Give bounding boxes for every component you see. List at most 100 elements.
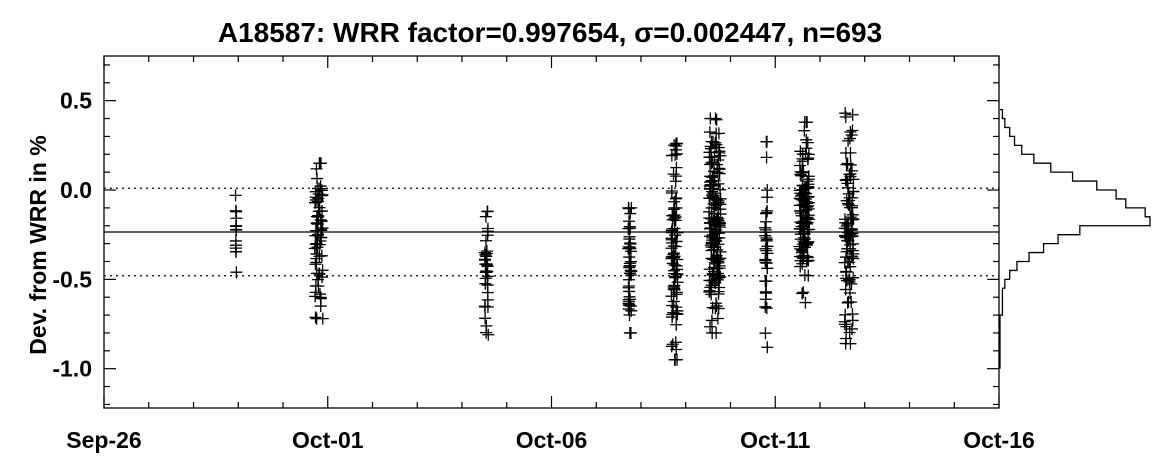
data-point (670, 235, 683, 248)
data-point (708, 253, 721, 266)
data-point (759, 327, 772, 340)
data-point (705, 279, 718, 292)
data-point (230, 245, 243, 258)
data-point (794, 228, 807, 241)
data-point (665, 340, 678, 353)
data-point (761, 341, 774, 354)
data-point (800, 142, 813, 155)
data-point (670, 161, 683, 174)
data-point (310, 267, 323, 280)
data-point (841, 222, 854, 235)
data-point (840, 194, 853, 207)
data-point (839, 251, 852, 264)
data-point (713, 167, 726, 180)
data-point (710, 326, 723, 339)
data-point (703, 126, 716, 139)
data-point (798, 269, 811, 282)
data-point (844, 167, 857, 180)
data-point (847, 252, 860, 265)
data-point (669, 148, 682, 161)
data-point (624, 207, 637, 220)
data-point (796, 287, 809, 300)
data-point (312, 205, 325, 218)
data-point (846, 124, 859, 137)
data-point (843, 275, 856, 288)
data-point (665, 187, 678, 200)
data-point (794, 168, 807, 181)
data-point (480, 319, 493, 332)
data-point (846, 308, 859, 321)
data-point (801, 136, 814, 149)
data-point (799, 213, 812, 226)
data-point (800, 181, 813, 194)
data-point (309, 258, 322, 271)
data-point (798, 124, 811, 137)
data-point (801, 175, 814, 188)
data-point (481, 205, 494, 218)
data-point (671, 353, 684, 366)
data-point (793, 205, 806, 218)
data-point (479, 312, 492, 325)
data-point (670, 137, 683, 150)
data-point (802, 148, 815, 161)
chart-title: A18587: WRR factor=0.997654, σ=0.002447,… (218, 17, 882, 48)
data-point (623, 326, 636, 339)
data-point (229, 189, 242, 202)
data-point (482, 328, 495, 341)
data-point (315, 249, 328, 262)
y-tick-label: -0.5 (52, 266, 92, 292)
data-point (313, 157, 326, 170)
data-point (309, 229, 322, 242)
data-point (710, 127, 723, 140)
data-point (839, 283, 852, 296)
data-point (760, 275, 773, 288)
x-tick-label: Oct-01 (292, 427, 364, 453)
data-point (839, 110, 852, 123)
x-tick-label: Oct-11 (740, 427, 811, 453)
data-point (622, 222, 635, 235)
data-point (843, 132, 856, 145)
data-points (229, 107, 860, 366)
data-point (840, 158, 853, 171)
reference-lines (104, 187, 999, 277)
data-point (709, 234, 722, 247)
data-point (759, 253, 772, 266)
data-point (714, 203, 727, 216)
tick-labels: Sep-26 Oct-01 Oct-06 Oct-11 Oct-16 0.5 0.0 -0.5… (52, 88, 1034, 453)
axis-ticks (103, 56, 1000, 408)
data-point (793, 192, 806, 205)
data-point (703, 146, 716, 159)
data-point (624, 245, 637, 258)
data-point (840, 265, 853, 278)
data-point (481, 265, 494, 278)
data-point (802, 173, 815, 186)
data-point (841, 296, 854, 309)
data-point (797, 286, 810, 299)
data-point (799, 296, 812, 309)
data-point (316, 312, 329, 325)
data-point (669, 270, 682, 283)
data-point (623, 290, 636, 303)
data-point (840, 231, 853, 244)
x-tick-label: Oct-06 (516, 427, 588, 453)
data-point (840, 320, 853, 333)
data-point (844, 201, 857, 214)
data-point (704, 158, 717, 171)
histogram (999, 108, 1151, 369)
y-axis-label: Dev. from WRR in % (25, 135, 51, 354)
data-point (706, 189, 719, 202)
data-point (847, 212, 860, 225)
data-point (310, 247, 323, 260)
data-point (622, 273, 635, 286)
data-point (714, 183, 727, 196)
data-point (670, 304, 683, 317)
data-point (796, 225, 809, 238)
histogram-outline (999, 108, 1151, 369)
data-point (309, 290, 322, 303)
data-point (311, 172, 324, 185)
data-point (623, 259, 636, 272)
data-point (713, 262, 726, 275)
data-point (801, 116, 814, 129)
data-point (759, 221, 772, 234)
